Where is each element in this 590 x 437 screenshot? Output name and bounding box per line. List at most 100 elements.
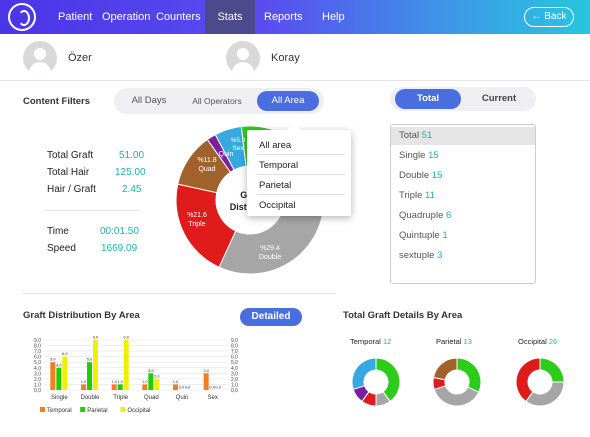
legend-label: Temporal (47, 408, 72, 414)
bar-value-label: 5,0 (50, 357, 56, 362)
current-toggle[interactable]: Current (481, 93, 517, 104)
legend-swatch (40, 407, 45, 412)
list-item[interactable]: sextuple 3 (399, 250, 443, 261)
legend-label: Occipital (127, 408, 150, 414)
bar-value-label: 9,0 (93, 335, 99, 340)
bar-value-label: 5,0 (87, 357, 93, 362)
all-area-filter[interactable]: All Area (257, 91, 319, 111)
list-item[interactable]: Double 15 (399, 170, 443, 181)
nav-reports[interactable]: Reports (264, 11, 303, 23)
parietal-donut-label: Parietal 13 (436, 337, 472, 346)
slice-label-sex: Sex (232, 145, 244, 152)
speed-label: Speed (47, 243, 76, 254)
y-tick-left: 0,0 (34, 388, 41, 394)
slice-sex (351, 357, 377, 391)
donut-title-line2: Distrib (230, 202, 259, 212)
list-item[interactable]: Quadruple 6 (399, 210, 452, 221)
stat-value: 2.45 (122, 184, 142, 195)
bar-temporal-quad (142, 384, 148, 390)
y-tick-right: 5,0 (231, 360, 238, 366)
nav-counters[interactable]: Counters (156, 11, 201, 23)
avatar-ozer (23, 41, 57, 75)
all-operators-filter[interactable]: All Operators (192, 96, 242, 106)
bar-value-label: 0,0 (209, 385, 215, 390)
slice-double (433, 385, 480, 407)
list-item[interactable]: Single 15 (399, 150, 439, 161)
bar-occipital-triple (123, 340, 129, 390)
slice-label-double-pct: %29.4 (260, 245, 280, 252)
slice-label-triple-pct: %21.6 (187, 212, 207, 219)
y-tick-right: 6,0 (231, 355, 238, 361)
graft-distribution-bar-chart: 0,0 0,01,0 1,02,0 2,03,0 3,04,0 4,05,0 5,06,0 6… (34, 335, 238, 415)
bar-value-label: 1,0 (142, 379, 148, 384)
stats-divider (43, 210, 141, 211)
total-toggle[interactable]: Total (395, 89, 461, 109)
list-item[interactable]: Quintuple 1 (399, 230, 448, 241)
dropdown-item-all-area[interactable]: All area (259, 140, 292, 151)
user-name-koray: Koray (271, 52, 300, 64)
list-item[interactable]: Triple 11 (399, 190, 435, 201)
bar-temporal-double (81, 384, 86, 390)
x-tick-label: Double (80, 395, 100, 401)
y-tick-right: 1,0 (231, 382, 238, 388)
nav-help[interactable]: Help (322, 11, 345, 23)
list-item[interactable]: Total 51 (391, 127, 535, 145)
divider (0, 80, 590, 81)
bar-value-label: 6,0 (62, 351, 68, 356)
slice-label-quin: Quin (219, 151, 234, 158)
section-divider (22, 293, 336, 294)
dropdown-item-temporal[interactable]: Temporal (259, 160, 299, 171)
x-tick-label: Triple (113, 395, 128, 401)
bar-value-label: 1,0 (117, 379, 123, 384)
bar-value-label: 4,0 (56, 362, 62, 367)
slice-single (456, 357, 482, 393)
nav-stats[interactable]: Stats (205, 0, 255, 34)
slice-triple (515, 357, 541, 403)
y-tick-right: 9,0 (231, 338, 238, 344)
y-tick-right: 2,0 (231, 377, 238, 383)
all-days-filter[interactable]: All Days (131, 95, 167, 106)
y-tick-right: 8,0 (231, 344, 238, 350)
area-dropdown-menu: All area Temporal Parietal Occipital (247, 123, 351, 216)
legend-swatch (80, 407, 86, 412)
dropdown-item-parietal[interactable]: Parietal (259, 180, 292, 191)
stat-label: Total Graft (47, 150, 94, 161)
slice-label-triple: Triple (188, 221, 205, 228)
dropdown-item-occipital[interactable]: Occipital (259, 200, 296, 211)
bar-value-label: 0,0 (215, 385, 221, 390)
bar-occipital-double (93, 340, 98, 390)
y-tick-left: 3,0 (34, 371, 41, 377)
back-button[interactable]: ← Back (524, 7, 574, 27)
y-tick-left: 2,0 (34, 377, 41, 383)
stat-value: 125.00 (115, 167, 146, 178)
parietal-donut (432, 357, 482, 407)
nav-operation[interactable]: Operation (102, 11, 151, 23)
time-label: Time (47, 226, 69, 237)
y-tick-left: 6,0 (34, 355, 41, 361)
user-name-ozer: Özer (68, 52, 92, 64)
slice-single (539, 357, 565, 383)
stat-label: Total Hair (47, 167, 90, 178)
content-filters-title: Content Filters (23, 96, 91, 107)
x-tick-label: Quin (176, 395, 189, 401)
y-tick-left: 1,0 (34, 382, 41, 388)
dropdown-divider (257, 154, 345, 155)
x-tick-label: Sex (207, 395, 217, 401)
occipital-donut (515, 357, 565, 407)
y-tick-right: 0,0 (231, 388, 238, 394)
graft-type-list[interactable]: Total 51 Single 15 Double 15 Triple 11 Q… (390, 124, 536, 284)
slice-label-sex-pct: %5.9 (231, 137, 246, 144)
y-tick-left: 7,0 (34, 349, 41, 355)
bar-occipital-quad (154, 378, 160, 390)
y-tick-left: 5,0 (34, 360, 41, 366)
legend-label: Parietal (87, 408, 107, 414)
slice-label-double: Double (259, 254, 281, 261)
bar-value-label: 3,0 (148, 368, 154, 373)
stat-label: Hair / Graft (47, 184, 96, 195)
app-logo-icon[interactable] (8, 3, 36, 31)
graft-distribution-title: Graft Distribution By Area (23, 310, 140, 321)
temporal-donut (351, 357, 401, 407)
detailed-button[interactable]: Detailed (240, 308, 302, 326)
nav-patient[interactable]: Patient (58, 11, 93, 23)
bar-value-label: 9,0 (123, 335, 129, 340)
